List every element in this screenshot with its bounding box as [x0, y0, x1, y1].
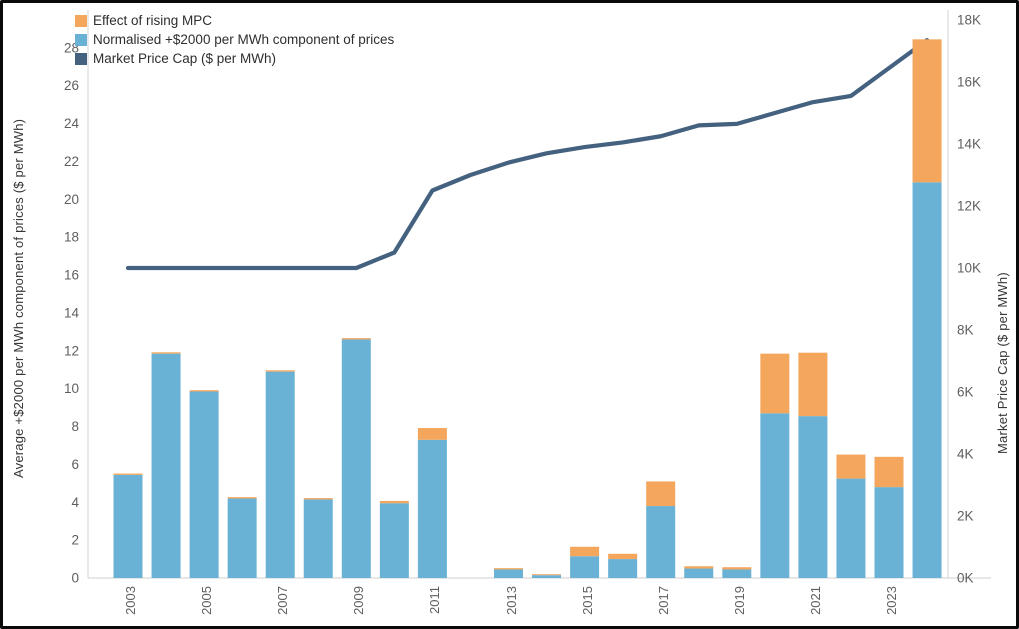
left-tick-6: 6: [71, 457, 79, 472]
bar-normalised-2013[interactable]: [494, 569, 523, 578]
bar-mpc-effect-2016[interactable]: [608, 553, 638, 560]
bar-normalised-2014[interactable]: [532, 575, 562, 578]
bar-mpc-effect-2009[interactable]: [341, 338, 371, 340]
legend-swatch-orange: [75, 14, 87, 27]
right-tick-8000: 8K: [957, 323, 974, 338]
bar-mpc-effect-2022[interactable]: [836, 454, 866, 479]
right-tick-16000: 16K: [957, 75, 981, 90]
x-tick-2019: 2019: [731, 586, 747, 615]
bar-mpc-effect-2011[interactable]: [417, 428, 447, 440]
bar-normalised-2007[interactable]: [265, 371, 295, 578]
bar-mpc-effect-2010[interactable]: [379, 500, 409, 504]
left-tick-20: 20: [64, 192, 79, 207]
bar-mpc-effect-2008[interactable]: [303, 498, 333, 500]
bar-mpc-effect-2018[interactable]: [684, 566, 714, 569]
bar-normalised-2023[interactable]: [874, 487, 904, 578]
x-tick-2005: 2005: [199, 586, 215, 615]
bar-normalised-2021[interactable]: [798, 416, 828, 578]
right-tick-10000: 10K: [957, 261, 981, 276]
right-tick-4000: 4K: [957, 447, 974, 462]
bar-normalised-2019[interactable]: [722, 569, 752, 578]
bar-mpc-effect-2024[interactable]: [912, 39, 942, 183]
x-tick-2017: 2017: [655, 586, 671, 615]
left-tick-4: 4: [71, 495, 79, 510]
left-tick-14: 14: [64, 305, 80, 320]
x-tick-2023: 2023: [884, 586, 899, 615]
bar-mpc-effect-2021[interactable]: [798, 352, 828, 417]
bar-mpc-effect-2005[interactable]: [189, 390, 219, 392]
bar-mpc-effect-2017[interactable]: [646, 481, 676, 507]
bar-mpc-effect-2003[interactable]: [113, 473, 143, 475]
bar-normalised-2011[interactable]: [417, 439, 447, 578]
legend: Effect of rising MPC Normalised +$2000 p…: [75, 12, 394, 67]
legend-label: Normalised +$2000 per MWh component of p…: [93, 32, 395, 47]
legend-label: Market Price Cap ($ per MWh): [93, 51, 277, 66]
right-tick-6000: 6K: [957, 385, 974, 400]
bar-normalised-2022[interactable]: [836, 478, 866, 578]
left-tick-16: 16: [64, 268, 79, 283]
bar-normalised-2020[interactable]: [760, 413, 790, 578]
right-tick-12000: 12K: [957, 199, 981, 214]
bar-mpc-effect-2013[interactable]: [494, 568, 523, 570]
left-tick-24: 24: [64, 116, 80, 131]
left-tick-18: 18: [64, 230, 79, 245]
left-tick-8: 8: [71, 419, 79, 434]
bar-normalised-2010[interactable]: [379, 503, 409, 578]
left-tick-12: 12: [64, 343, 79, 358]
bar-normalised-2004[interactable]: [151, 353, 181, 578]
x-tick-2015: 2015: [579, 586, 595, 615]
bar-normalised-2016[interactable]: [608, 559, 638, 578]
bar-mpc-effect-2023[interactable]: [874, 456, 904, 488]
left-axis-title: Average +$2000 per MWh component of pric…: [11, 118, 26, 478]
bar-mpc-effect-2007[interactable]: [265, 370, 295, 372]
legend-item-normalised-component[interactable]: Normalised +$2000 per MWh component of p…: [75, 31, 394, 48]
right-tick-2000: 2K: [957, 509, 974, 524]
bar-mpc-effect-2015[interactable]: [570, 546, 600, 557]
x-tick-2013: 2013: [503, 586, 519, 615]
bar-mpc-effect-2020[interactable]: [760, 353, 790, 414]
bar-normalised-2017[interactable]: [646, 506, 676, 578]
left-tick-26: 26: [64, 78, 79, 93]
bar-normalised-2024[interactable]: [912, 182, 942, 578]
chart-canvas: 02468101214161820222426280K2K4K6K8K10K12…: [64, 10, 991, 586]
legend-item-effect-of-rising-mpc[interactable]: Effect of rising MPC: [75, 12, 394, 29]
legend-label: Effect of rising MPC: [93, 13, 213, 28]
bar-normalised-2018[interactable]: [684, 568, 714, 578]
right-tick-14000: 14K: [957, 137, 981, 152]
x-tick-2007: 2007: [275, 586, 291, 615]
right-tick-0: 0K: [957, 571, 974, 586]
bar-mpc-effect-2019[interactable]: [722, 567, 752, 570]
bar-mpc-effect-2006[interactable]: [227, 497, 257, 499]
bar-normalised-2009[interactable]: [341, 339, 371, 578]
left-tick-22: 22: [64, 154, 79, 169]
left-tick-0: 0: [71, 571, 79, 586]
bar-normalised-2003[interactable]: [113, 474, 143, 578]
bar-normalised-2015[interactable]: [570, 556, 600, 578]
x-tick-2021: 2021: [807, 586, 823, 615]
left-tick-10: 10: [64, 381, 79, 396]
x-tick-2009: 2009: [351, 586, 367, 615]
bar-normalised-2008[interactable]: [303, 499, 333, 578]
legend-swatch-blue: [75, 33, 87, 46]
legend-swatch-darkblue: [75, 52, 87, 65]
right-tick-18000: 18K: [957, 13, 981, 28]
left-tick-2: 2: [71, 533, 79, 548]
mpc-line[interactable]: [125, 38, 930, 271]
x-tick-2011: 2011: [427, 586, 443, 614]
bar-normalised-2005[interactable]: [189, 391, 219, 578]
bar-normalised-2006[interactable]: [227, 498, 257, 578]
bar-mpc-effect-2014[interactable]: [532, 574, 562, 576]
bar-mpc-effect-2004[interactable]: [151, 352, 181, 354]
legend-item-market-price-cap[interactable]: Market Price Cap ($ per MWh): [75, 50, 394, 67]
x-tick-2003: 2003: [123, 586, 138, 615]
right-axis-title: Market Price Cap ($ per MWh): [995, 272, 1010, 454]
